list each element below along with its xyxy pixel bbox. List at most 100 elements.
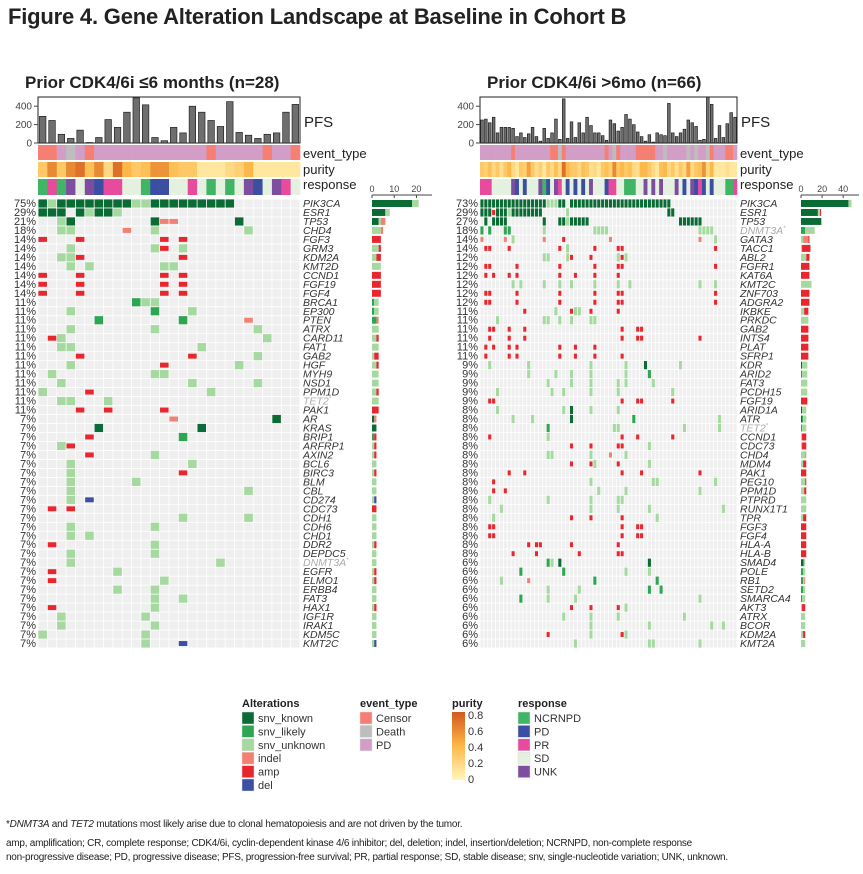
- gene-row: 7% DNMT3A*: [20, 557, 377, 569]
- empty-cell: [511, 495, 515, 504]
- empty-cell: [122, 280, 132, 289]
- gene-row: 14% KDM2A: [14, 252, 381, 264]
- empty-cell: [550, 208, 554, 217]
- empty-cell: [122, 468, 132, 477]
- empty-cell: [94, 217, 104, 226]
- empty-cell: [706, 244, 710, 253]
- empty-cell: [225, 513, 235, 522]
- empty-cell: [141, 307, 150, 316]
- empty-cell: [733, 325, 737, 334]
- alteration-A-cell: [488, 434, 492, 440]
- alteration-U-cell: [488, 361, 492, 370]
- purity-cell: [122, 162, 132, 177]
- purity-cell: [698, 162, 703, 177]
- empty-cell: [160, 325, 169, 334]
- empty-cell: [499, 441, 503, 451]
- alteration-A-cell: [620, 470, 624, 476]
- empty-cell: [480, 289, 484, 298]
- gene-row: 11% PLAT: [457, 342, 809, 354]
- empty-cell: [667, 423, 671, 433]
- empty-cell: [103, 361, 113, 370]
- empty-cell: [94, 513, 104, 522]
- empty-cell: [640, 262, 644, 271]
- event-death-cell: [66, 145, 76, 160]
- empty-cell: [253, 334, 263, 343]
- event-pd-cell: [713, 145, 718, 160]
- empty-cell: [538, 289, 542, 298]
- empty-cell: [75, 513, 85, 522]
- response-pd-cell: [522, 179, 528, 195]
- empty-cell: [632, 352, 636, 361]
- empty-cell: [714, 352, 718, 361]
- pfs-bar: [282, 111, 290, 144]
- empty-cell: [503, 289, 507, 298]
- empty-cell: [706, 468, 710, 477]
- pfs-bar: [76, 129, 84, 144]
- empty-cell: [131, 504, 141, 513]
- empty-cell: [733, 217, 737, 226]
- empty-cell: [206, 289, 216, 298]
- empty-cell: [605, 208, 609, 217]
- empty-cell: [647, 244, 651, 253]
- alteration-percent: 7%: [20, 458, 36, 470]
- alteration-A-cell: [507, 344, 511, 350]
- empty-cell: [197, 361, 207, 370]
- empty-cell: [620, 280, 624, 289]
- alteration-percent: 14%: [456, 243, 478, 255]
- empty-cell: [624, 459, 628, 468]
- alteration-K-cell: [85, 199, 94, 208]
- empty-cell: [725, 423, 729, 433]
- empty-cell: [281, 432, 291, 442]
- empty-cell: [601, 352, 605, 361]
- empty-cell: [262, 387, 272, 397]
- empty-cell: [686, 459, 690, 468]
- empty-cell: [593, 450, 597, 460]
- empty-cell: [94, 549, 104, 558]
- empty-cell: [272, 594, 281, 603]
- alteration-A-cell: [593, 290, 597, 296]
- empty-cell: [636, 253, 640, 262]
- empty-cell: [612, 370, 616, 379]
- empty-cell: [585, 450, 589, 460]
- empty-cell: [706, 334, 710, 343]
- empty-cell: [710, 343, 714, 352]
- pfs-bar: [717, 125, 722, 144]
- empty-cell: [581, 414, 585, 424]
- empty-cell: [57, 307, 66, 316]
- empty-cell: [628, 477, 632, 486]
- empty-cell: [511, 477, 515, 486]
- empty-cell: [150, 414, 160, 424]
- empty-cell: [113, 405, 122, 415]
- empty-cell: [675, 253, 679, 262]
- empty-cell: [534, 325, 539, 334]
- empty-cell: [686, 405, 690, 415]
- empty-cell: [244, 558, 253, 567]
- empty-cell: [150, 235, 160, 244]
- empty-cell: [253, 594, 263, 603]
- empty-cell: [225, 477, 235, 486]
- empty-cell: [281, 352, 291, 361]
- empty-cell: [686, 298, 690, 307]
- empty-cell: [663, 352, 667, 361]
- empty-cell: [188, 405, 197, 415]
- alteration-K-cell: [562, 199, 566, 208]
- empty-cell: [659, 468, 663, 477]
- empty-cell: [690, 289, 694, 298]
- pfs-bar: [499, 127, 504, 144]
- empty-cell: [663, 343, 667, 352]
- alteration-U-cell: [593, 459, 597, 468]
- empty-cell: [188, 576, 197, 585]
- alteration-U-cell: [569, 280, 574, 289]
- empty-cell: [507, 495, 511, 504]
- empty-cell: [169, 405, 178, 415]
- alteration-percent: 9%: [462, 387, 478, 399]
- alteration-A-cell: [698, 470, 702, 476]
- alteration-U-cell: [589, 477, 593, 486]
- count-bar-U: [372, 244, 379, 252]
- empty-cell: [527, 334, 531, 343]
- empty-cell: [612, 468, 616, 477]
- empty-cell: [690, 379, 694, 388]
- empty-cell: [57, 486, 66, 495]
- empty-cell: [675, 316, 679, 325]
- empty-cell: [38, 316, 47, 325]
